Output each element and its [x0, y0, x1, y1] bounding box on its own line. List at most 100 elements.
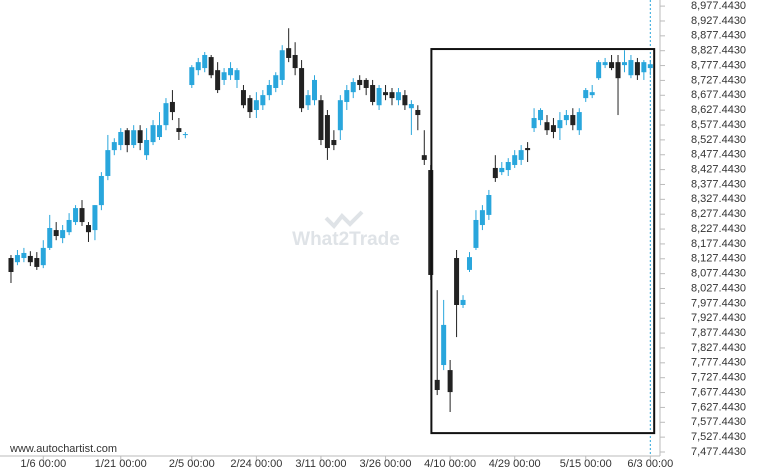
- candle-body: [337, 100, 343, 131]
- candle-body: [408, 104, 414, 109]
- candle-body: [596, 62, 602, 79]
- candle-body: [73, 208, 79, 223]
- candle-body: [363, 79, 369, 88]
- x-tick-label: 3/11 00:00: [295, 458, 346, 470]
- watermark-icon: [324, 210, 364, 229]
- candle-body: [415, 109, 421, 116]
- y-tick-label: 8,277.4430: [691, 208, 746, 220]
- highlight-box: [430, 48, 656, 435]
- candle-body: [544, 122, 550, 131]
- candle-body: [215, 70, 221, 91]
- y-tick-label: 7,527.4430: [691, 431, 746, 443]
- y-tick-label: 8,727.4430: [691, 74, 746, 86]
- candle-body: [85, 225, 91, 233]
- candle-body: [525, 148, 531, 151]
- y-tick-label: 8,927.4430: [691, 15, 746, 27]
- x-tick-label: 4/10 00:00: [424, 458, 476, 470]
- y-tick-label: 8,227.4430: [691, 223, 746, 235]
- candle-body: [40, 247, 46, 266]
- candle-body: [27, 255, 33, 263]
- candle-body: [589, 92, 595, 96]
- candle-body: [486, 195, 492, 215]
- candle-body: [609, 62, 615, 69]
- candle-body: [247, 98, 253, 113]
- candle-body: [137, 130, 143, 143]
- x-tick-label: 6/3 00:00: [627, 458, 673, 470]
- candle-body: [615, 62, 621, 79]
- candle-body: [376, 87, 382, 106]
- candle-body: [98, 175, 104, 206]
- candle-body: [512, 155, 518, 165]
- candle-body: [124, 130, 130, 146]
- y-tick-label: 8,077.4430: [691, 268, 746, 280]
- candle-body: [105, 150, 111, 176]
- x-tick-label: 3/26 00:00: [360, 458, 412, 470]
- candle-body: [47, 228, 53, 248]
- candle-body: [402, 95, 408, 106]
- candle-body: [324, 115, 330, 149]
- candle-body: [628, 60, 634, 76]
- candle-body: [131, 130, 137, 146]
- candle-body: [492, 167, 498, 179]
- y-tick-label: 8,127.4430: [691, 253, 746, 265]
- y-tick-label: 7,927.4430: [691, 312, 746, 324]
- y-tick-label: 8,027.4430: [691, 282, 746, 294]
- y-tick-label: 8,377.4430: [691, 178, 746, 190]
- candle-body: [266, 85, 272, 96]
- candle-body: [331, 140, 337, 146]
- candle-body: [460, 299, 466, 305]
- candle-body: [550, 125, 556, 132]
- x-tick-label: 1/6 00:00: [20, 458, 66, 470]
- candle-body: [260, 95, 266, 106]
- candle-body: [234, 70, 240, 80]
- y-tick-label: 7,477.4430: [691, 446, 746, 458]
- candle-body: [150, 125, 156, 143]
- candle-body: [202, 54, 208, 69]
- candle-body: [208, 57, 214, 76]
- candle-body: [14, 255, 20, 263]
- y-tick-label: 8,327.4430: [691, 193, 746, 205]
- y-tick-label: 8,577.4430: [691, 119, 746, 131]
- candle-body: [312, 79, 318, 101]
- y-tick-label: 8,427.4430: [691, 164, 746, 176]
- candle-body: [66, 219, 72, 233]
- candle-body: [395, 92, 401, 101]
- candle-body: [144, 140, 150, 156]
- candle-body: [602, 62, 608, 66]
- y-tick-label: 8,527.4430: [691, 134, 746, 146]
- candle-body: [221, 72, 227, 80]
- candle-body: [576, 112, 582, 131]
- candle-body: [253, 100, 259, 110]
- candle-body: [647, 64, 653, 69]
- y-tick-label: 8,827.4430: [691, 45, 746, 57]
- candle-body: [421, 155, 427, 160]
- candle-body: [21, 252, 27, 259]
- candle-body: [228, 68, 234, 76]
- candle-body: [583, 90, 589, 99]
- x-tick-label: 2/24 00:00: [230, 458, 282, 470]
- candle-body: [182, 134, 188, 136]
- y-tick-label: 8,627.4430: [691, 104, 746, 116]
- candle-body: [286, 48, 292, 58]
- candle-body: [60, 230, 66, 239]
- candle-body: [118, 131, 124, 146]
- candle-body: [163, 103, 169, 126]
- x-tick-label: 5/15 00:00: [560, 458, 612, 470]
- y-tick-label: 7,877.4430: [691, 327, 746, 339]
- candle-body: [389, 92, 395, 99]
- y-tick-label: 8,677.4430: [691, 89, 746, 101]
- candle-body: [350, 82, 356, 93]
- candle-body: [641, 62, 647, 73]
- candle-body: [92, 205, 98, 231]
- y-tick-label: 7,627.4430: [691, 401, 746, 413]
- candle-body: [538, 109, 544, 121]
- candle-body: [176, 128, 182, 132]
- candle-body: [79, 208, 85, 223]
- candle-body: [195, 62, 201, 71]
- candle-body: [479, 210, 485, 226]
- candle-body: [531, 118, 537, 129]
- y-tick-label: 7,577.4430: [691, 416, 746, 428]
- y-tick-label: 7,777.4430: [691, 357, 746, 369]
- candle-body: [189, 67, 195, 86]
